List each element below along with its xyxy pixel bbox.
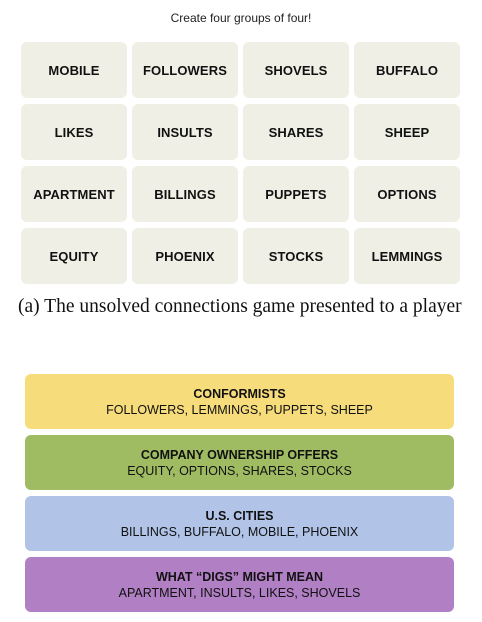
word-tile[interactable]: SHARES (243, 104, 349, 160)
word-tile[interactable]: SHOVELS (243, 42, 349, 98)
word-tile[interactable]: FOLLOWERS (132, 42, 238, 98)
word-tile[interactable]: BUFFALO (354, 42, 460, 98)
word-tile[interactable]: APARTMENT (21, 166, 127, 222)
word-tile[interactable]: STOCKS (243, 228, 349, 284)
word-tile[interactable]: OPTIONS (354, 166, 460, 222)
instructions-text: Create four groups of four! (170, 11, 312, 25)
solved-group-conformists: CONFORMISTS FOLLOWERS, LEMMINGS, PUPPETS… (25, 374, 454, 429)
group-members: EQUITY, OPTIONS, SHARES, STOCKS (127, 463, 352, 478)
group-title: U.S. CITIES (205, 508, 274, 523)
word-tile[interactable]: BILLINGS (132, 166, 238, 222)
word-tile[interactable]: PHOENIX (132, 228, 238, 284)
group-title: CONFORMISTS (193, 386, 286, 401)
word-tile[interactable]: LIKES (21, 104, 127, 160)
word-tile[interactable]: SHEEP (354, 104, 460, 160)
word-tile[interactable]: LEMMINGS (354, 228, 460, 284)
solved-group-digs: WHAT “DIGS” MIGHT MEAN APARTMENT, INSULT… (25, 557, 454, 612)
group-members: BILLINGS, BUFFALO, MOBILE, PHOENIX (120, 524, 359, 539)
word-grid: MOBILE FOLLOWERS SHOVELS BUFFALO LIKES I… (21, 42, 460, 284)
group-members: APARTMENT, INSULTS, LIKES, SHOVELS (118, 585, 361, 600)
solved-group-us-cities: U.S. CITIES BILLINGS, BUFFALO, MOBILE, P… (25, 496, 454, 551)
word-tile[interactable]: PUPPETS (243, 166, 349, 222)
word-tile[interactable]: MOBILE (21, 42, 127, 98)
figure-caption: (a) The unsolved connections game presen… (18, 296, 462, 317)
group-title: COMPANY OWNERSHIP OFFERS (140, 447, 339, 462)
solved-group-company-ownership: COMPANY OWNERSHIP OFFERS EQUITY, OPTIONS… (25, 435, 454, 490)
word-tile[interactable]: INSULTS (132, 104, 238, 160)
solved-groups: CONFORMISTS FOLLOWERS, LEMMINGS, PUPPETS… (25, 374, 454, 612)
word-tile[interactable]: EQUITY (21, 228, 127, 284)
group-title: WHAT “DIGS” MIGHT MEAN (155, 569, 324, 584)
group-members: FOLLOWERS, LEMMINGS, PUPPETS, SHEEP (106, 402, 373, 417)
